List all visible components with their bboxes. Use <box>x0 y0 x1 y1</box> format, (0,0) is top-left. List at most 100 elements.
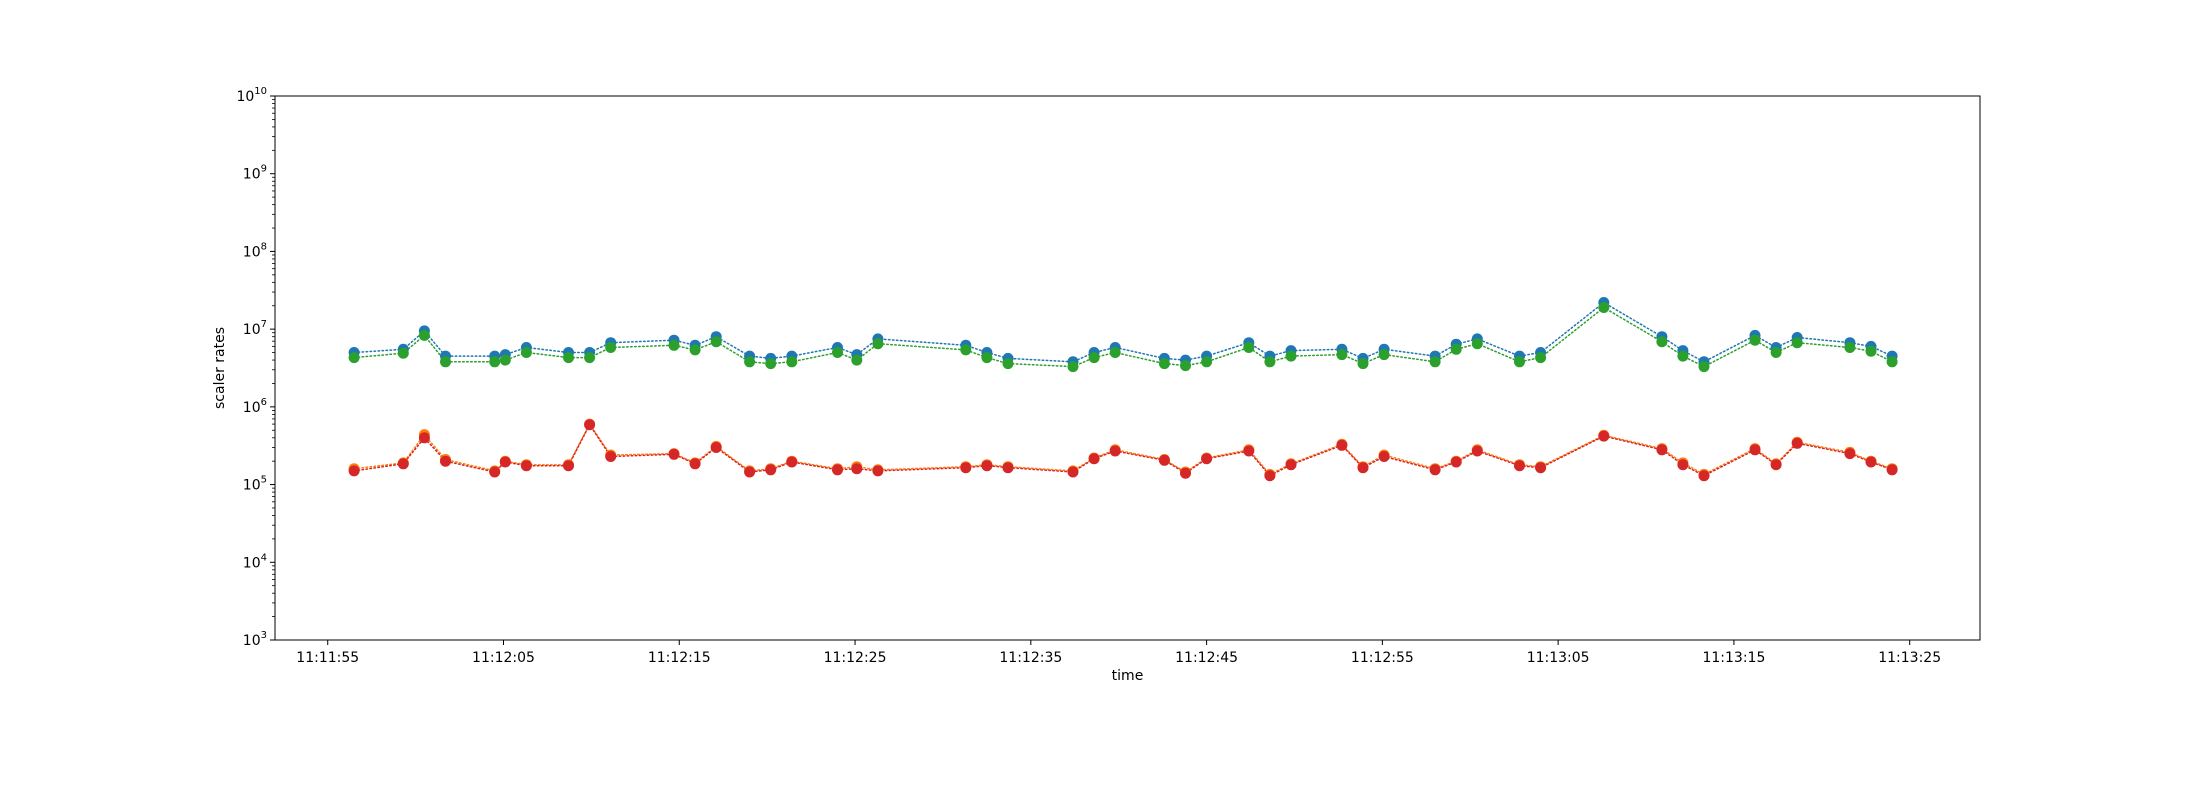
data-point <box>1088 453 1100 465</box>
data-point <box>668 339 680 351</box>
data-point <box>1201 453 1213 465</box>
data-point <box>1844 448 1856 460</box>
data-point <box>499 354 511 366</box>
data-point <box>1450 456 1462 468</box>
axes-frame <box>274 95 1981 641</box>
data-point <box>1770 459 1782 471</box>
data-point <box>1378 451 1390 462</box>
data-point <box>710 442 722 453</box>
data-point <box>605 342 617 353</box>
data-point <box>1158 358 1170 370</box>
data-point <box>1285 459 1297 471</box>
data-point <box>1844 342 1856 353</box>
data-point <box>440 356 451 368</box>
data-point <box>1088 352 1100 364</box>
y-tick-label: 1010 <box>236 86 267 105</box>
data-point <box>499 456 511 468</box>
data-point <box>786 356 798 368</box>
data-point <box>1598 430 1610 442</box>
data-point <box>1698 470 1710 482</box>
data-point <box>1002 358 1014 370</box>
data-point <box>1109 347 1121 358</box>
data-point <box>584 352 596 364</box>
data-point <box>1067 466 1079 478</box>
data-point <box>1598 302 1610 313</box>
data-point <box>744 356 756 368</box>
data-point <box>1865 345 1877 357</box>
data-point <box>1357 358 1369 370</box>
data-point <box>605 451 617 462</box>
data-point <box>1378 349 1390 361</box>
data-point <box>1180 467 1191 479</box>
data-point <box>1514 356 1525 368</box>
data-point <box>832 464 843 476</box>
data-point <box>832 347 843 358</box>
y-axis-ticks: 103 104 105 106 107 108 109 1010 <box>236 86 275 649</box>
data-point <box>1749 334 1761 346</box>
data-point <box>1429 464 1441 476</box>
data-point <box>872 465 884 477</box>
y-tick-label: 104 <box>243 552 267 571</box>
x-tick-label: 11:12:45 <box>1175 650 1238 666</box>
x-tick-label: 11:13:05 <box>1527 650 1590 666</box>
data-point <box>418 432 430 444</box>
y-tick-label: 108 <box>243 241 267 260</box>
x-tick-label: 11:13:15 <box>1702 650 1765 666</box>
data-point <box>1264 470 1276 482</box>
data-point <box>744 466 756 478</box>
data-point <box>563 352 574 364</box>
data-point <box>489 356 501 368</box>
data-point <box>1791 437 1803 449</box>
data-point <box>1535 352 1547 364</box>
data-point <box>1109 445 1121 457</box>
data-point <box>563 460 574 472</box>
data-point <box>1656 336 1668 348</box>
data-point <box>1158 454 1170 466</box>
x-tick-label: 11:12:55 <box>1351 650 1414 666</box>
x-tick-label: 11:12:35 <box>999 650 1062 666</box>
data-point <box>520 347 532 358</box>
data-point <box>1243 342 1255 353</box>
data-point <box>851 354 863 366</box>
data-point <box>397 347 409 359</box>
data-point <box>1514 460 1525 472</box>
data-point <box>1677 459 1689 471</box>
data-point <box>1535 462 1547 474</box>
data-point <box>1243 445 1255 457</box>
data-point <box>1201 356 1213 368</box>
data-point <box>851 463 863 475</box>
data-point <box>1450 343 1462 355</box>
data-point <box>1471 338 1483 350</box>
data-point <box>1002 462 1014 474</box>
x-tick-label: 11:12:15 <box>648 650 711 666</box>
data-point <box>397 458 409 470</box>
x-tick-label: 11:12:25 <box>824 650 887 666</box>
x-axis-ticks: 11:11:55 11:12:05 11:12:15 11:12:25 11:12:35… <box>296 640 1941 666</box>
x-axis-label: time <box>1112 668 1144 684</box>
data-point <box>765 464 777 476</box>
y-tick-label: 103 <box>243 630 267 649</box>
data-point <box>1067 361 1079 373</box>
data-point <box>584 419 596 431</box>
data-point <box>348 352 360 364</box>
data-point <box>1886 464 1898 476</box>
data-point <box>1770 347 1782 358</box>
y-tick-label: 107 <box>243 319 267 338</box>
y-axis-label: scaler rates <box>212 327 228 409</box>
data-point <box>418 329 430 341</box>
data-point <box>440 455 451 467</box>
data-point <box>981 352 993 364</box>
plot-markers-group <box>348 297 1898 482</box>
data-point <box>960 462 972 474</box>
data-point <box>1698 361 1710 373</box>
y-tick-label: 106 <box>243 397 267 416</box>
data-point <box>960 344 972 356</box>
data-point <box>1749 444 1761 456</box>
data-point <box>981 460 993 472</box>
data-point <box>348 465 360 477</box>
data-point <box>1357 462 1369 474</box>
x-tick-label: 11:13:25 <box>1878 650 1941 666</box>
data-point <box>689 458 701 470</box>
data-point <box>1336 439 1348 451</box>
